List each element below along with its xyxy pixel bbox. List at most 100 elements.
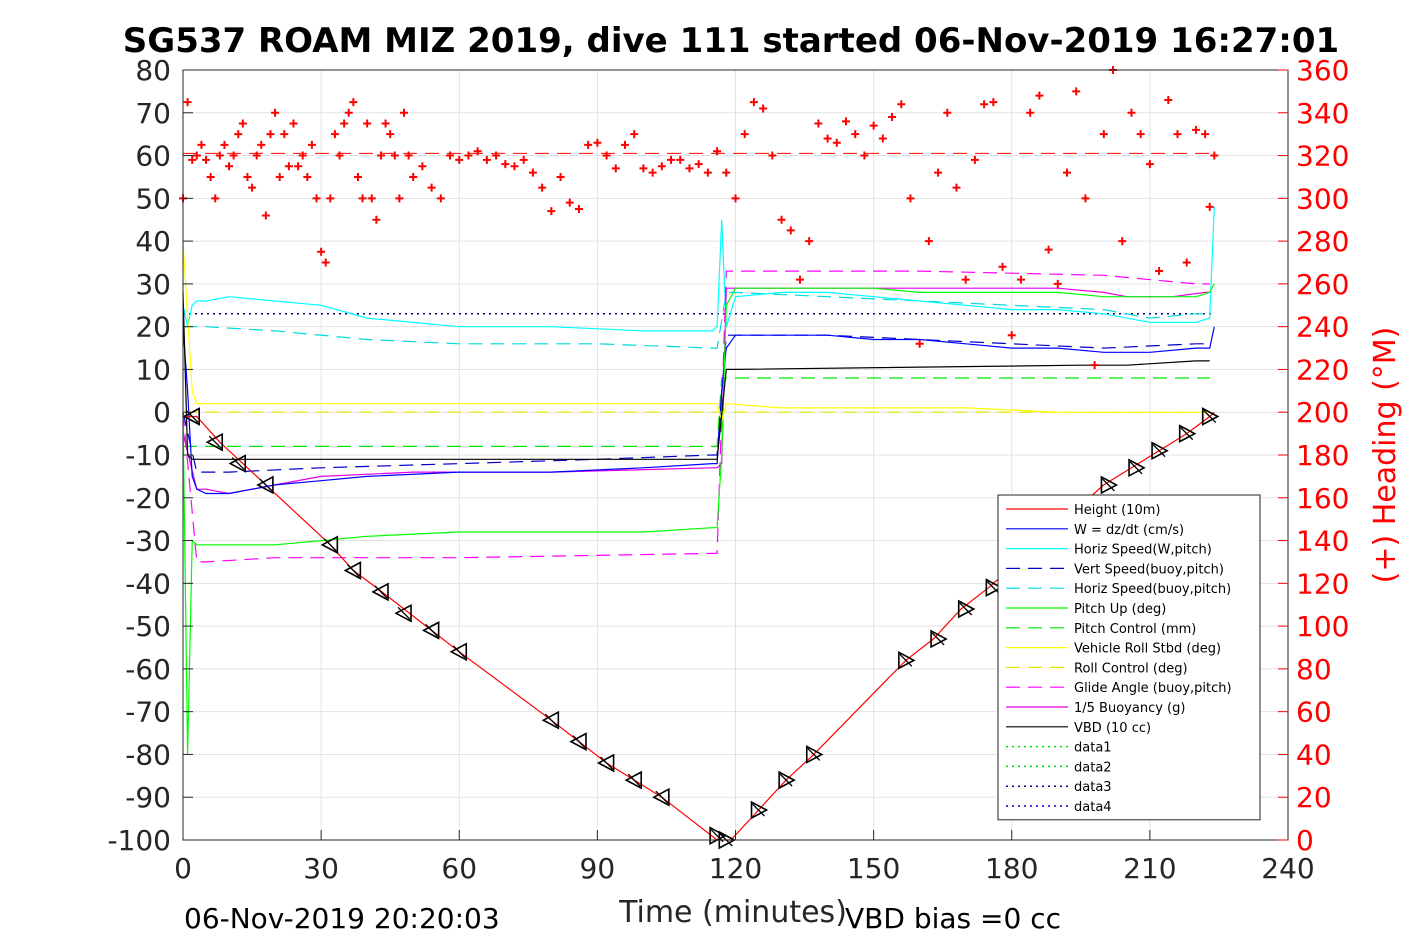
- heading-point: [238, 119, 247, 128]
- heading-point: [685, 164, 694, 173]
- heading-point: [1201, 130, 1210, 139]
- heading-point: [851, 130, 860, 139]
- depth-marker-cross: [208, 435, 222, 449]
- series-line-horiz-speed-buoy-pitch: [183, 291, 1210, 349]
- legend-label: W = dz/dt (cm/s): [1074, 523, 1184, 538]
- heading-point: [353, 172, 362, 181]
- heading-point: [1072, 87, 1081, 96]
- heading-point: [565, 198, 574, 207]
- legend-label: data3: [1074, 780, 1112, 795]
- series-line-horiz-speed-w-pitch: [182, 206, 1215, 332]
- y-tick-label: -40: [125, 567, 171, 600]
- heading-point: [229, 151, 238, 160]
- heading-point: [335, 151, 344, 160]
- heading-point: [344, 108, 353, 117]
- depth-marker: [596, 753, 615, 773]
- legend-label: Pitch Up (deg): [1074, 602, 1166, 617]
- heading-point: [252, 151, 261, 160]
- heading-point: [257, 140, 266, 149]
- heading-point: [404, 151, 413, 160]
- chart-title: SG537 ROAM MIZ 2019, dive 111 started 06…: [123, 21, 1339, 61]
- heading-point: [330, 130, 339, 139]
- y-tick-label: -10: [125, 439, 171, 472]
- heading-point: [722, 168, 731, 177]
- heading-point: [759, 104, 768, 113]
- depth-marker-cross: [986, 581, 1000, 595]
- heading-point: [197, 140, 206, 149]
- legend-label: Height (10m): [1074, 503, 1160, 518]
- heading-point: [298, 151, 307, 160]
- heading-point: [961, 275, 970, 284]
- legend-label: Roll Control (deg): [1074, 661, 1188, 676]
- depth-marker: [421, 621, 440, 640]
- heading-point: [1155, 267, 1164, 276]
- heading-point: [289, 119, 298, 128]
- y-tick-label: -80: [125, 738, 171, 771]
- y-tick-label: 50: [135, 182, 171, 215]
- heading-point: [243, 172, 252, 181]
- series-line-pitch-control-mm: [183, 377, 1210, 447]
- heading-point: [574, 205, 583, 214]
- y-tick-label: -90: [125, 781, 171, 814]
- heading-point: [749, 98, 758, 107]
- depth-marker: [394, 603, 412, 623]
- series-line-w-dz-dt-cm-s: [182, 326, 1215, 495]
- heading-point: [878, 134, 887, 143]
- heading-point: [998, 262, 1007, 271]
- heading-point: [842, 117, 850, 126]
- depth-marker-cross: [600, 756, 614, 770]
- right-tick-label: 100: [1296, 610, 1349, 643]
- y-tick-label: 60: [135, 140, 171, 173]
- footer-vbd-bias: VBD bias =0 cc: [845, 902, 1061, 935]
- heading-point: [492, 151, 501, 160]
- depth-marker-cross: [544, 713, 558, 727]
- depth-marker: [985, 578, 1004, 597]
- right-tick-label: 40: [1296, 738, 1332, 771]
- heading-point: [547, 207, 556, 216]
- heading-point: [381, 119, 390, 128]
- heading-point: [358, 194, 367, 203]
- heading-point: [376, 151, 385, 160]
- right-tick-label: 20: [1296, 781, 1332, 814]
- y-tick-label: -30: [125, 525, 171, 558]
- series-line-vehicle-roll-stbd-deg: [182, 241, 1210, 424]
- heading-point: [183, 98, 192, 107]
- heading-point: [1053, 279, 1062, 288]
- heading-point: [795, 275, 804, 284]
- heading-point: [915, 339, 924, 348]
- depth-marker-cross: [1101, 478, 1115, 492]
- heading-point: [1081, 194, 1090, 203]
- depth-marker-cross: [1129, 461, 1143, 475]
- legend-label: data4: [1074, 800, 1112, 815]
- x-tick-label: 210: [1123, 852, 1176, 885]
- heading-point: [280, 130, 289, 139]
- depth-marker-cross: [779, 773, 793, 787]
- series-line-vbd-10-cc: [182, 292, 1210, 460]
- x-tick-label: 120: [709, 852, 762, 885]
- heading-point: [1007, 331, 1016, 340]
- y-tick-label: 30: [135, 268, 171, 301]
- depth-marker-cross: [259, 478, 273, 492]
- heading-point: [225, 162, 234, 171]
- legend-label: Vehicle Roll Stbd (deg): [1074, 642, 1221, 657]
- depth-marker: [256, 475, 274, 495]
- heading-point: [248, 183, 257, 192]
- heading-point: [1016, 275, 1025, 284]
- heading-point: [211, 194, 220, 203]
- legend-label: Vert Speed(buoy,pitch): [1074, 562, 1224, 577]
- heading-point: [1145, 160, 1154, 169]
- heading-point: [266, 130, 275, 139]
- heading-point: [805, 237, 814, 246]
- legend-label: 1/5 Buoyancy (g): [1074, 701, 1185, 716]
- heading-point: [897, 100, 906, 109]
- right-tick-label: 0: [1296, 824, 1314, 857]
- depth-marker-cross: [1203, 410, 1217, 423]
- heading-point: [676, 155, 685, 164]
- x-tick-label: 90: [580, 852, 616, 885]
- heading-point: [1118, 237, 1127, 246]
- depth-marker: [449, 642, 468, 662]
- right-axis-label: (+) Heading (°M): [1368, 327, 1403, 584]
- heading-point: [188, 155, 197, 164]
- heading-point: [1035, 91, 1044, 100]
